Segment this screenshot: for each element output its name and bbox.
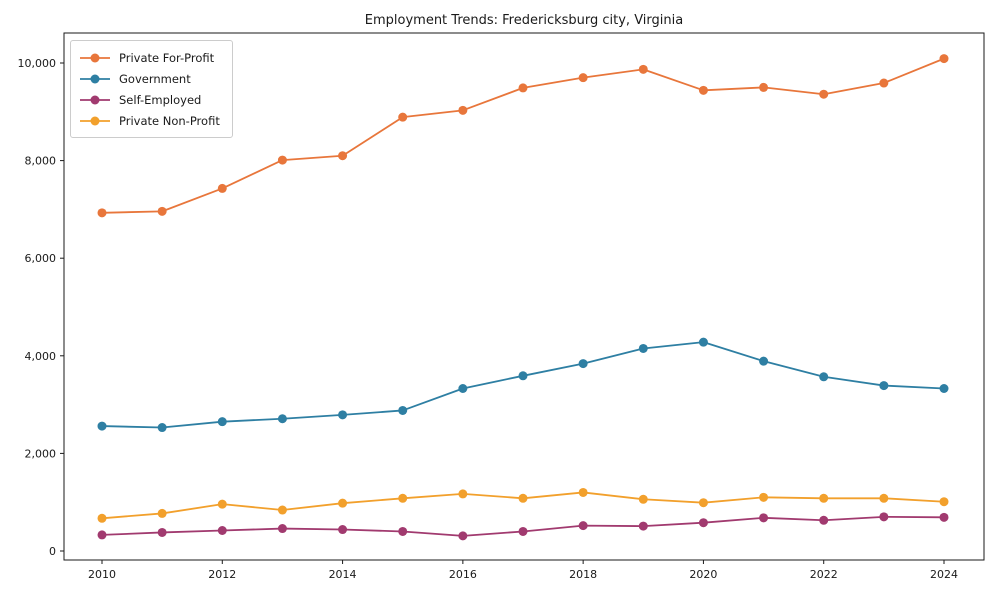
data-point-private-non-profit-2013 — [277, 505, 287, 515]
x-tick-label: 2018 — [569, 568, 597, 581]
data-point-government-2018 — [578, 359, 588, 369]
data-point-private-for-profit-2013 — [277, 155, 287, 165]
legend-label: Self-Employed — [119, 92, 202, 107]
legend-label: Private For-Profit — [119, 50, 215, 65]
legend-item-private-non-profit: Private Non-Profit — [79, 110, 220, 131]
data-point-government-2017 — [518, 371, 528, 381]
data-point-private-non-profit-2022 — [819, 493, 829, 503]
data-point-self-employed-2020 — [698, 518, 708, 528]
data-point-government-2015 — [398, 405, 408, 415]
data-point-self-employed-2017 — [518, 526, 528, 536]
data-point-private-non-profit-2021 — [759, 492, 769, 502]
data-point-government-2014 — [338, 410, 348, 420]
x-tick-label: 2020 — [689, 568, 717, 581]
y-tick-label: 8,000 — [25, 155, 57, 168]
data-point-government-2022 — [819, 372, 829, 382]
y-tick-label: 2,000 — [25, 447, 57, 460]
data-point-government-2016 — [458, 383, 468, 393]
x-tick-label: 2022 — [810, 568, 838, 581]
legend-item-government: Government — [79, 68, 220, 89]
data-point-private-non-profit-2010 — [97, 513, 107, 523]
data-point-self-employed-2014 — [338, 525, 348, 535]
data-point-private-for-profit-2020 — [698, 85, 708, 95]
data-point-private-non-profit-2014 — [338, 498, 348, 508]
legend-label: Private Non-Profit — [119, 113, 220, 128]
data-point-private-for-profit-2017 — [518, 83, 528, 93]
data-point-private-non-profit-2024 — [939, 497, 949, 507]
data-point-private-for-profit-2019 — [638, 64, 648, 74]
data-point-self-employed-2011 — [157, 527, 167, 537]
data-point-government-2013 — [277, 414, 287, 424]
chart-title: Employment Trends: Fredericksburg city, … — [364, 13, 684, 28]
data-point-government-2021 — [759, 356, 769, 366]
y-tick-label: 10,000 — [18, 57, 57, 70]
data-point-private-for-profit-2018 — [578, 73, 588, 83]
data-point-government-2023 — [879, 381, 889, 391]
data-point-self-employed-2013 — [277, 524, 287, 534]
legend: Private For-Profit Government Self-Employe… — [70, 40, 233, 138]
data-point-private-for-profit-2024 — [939, 54, 949, 64]
data-point-private-for-profit-2011 — [157, 206, 167, 216]
data-point-government-2011 — [157, 423, 167, 433]
data-point-government-2019 — [638, 343, 648, 353]
plot-border — [63, 32, 985, 561]
data-point-private-for-profit-2016 — [458, 105, 468, 115]
data-point-private-non-profit-2019 — [638, 494, 648, 504]
y-tick-label: 0 — [49, 545, 56, 558]
legend-item-self-employed: Self-Employed — [79, 89, 220, 110]
series-line-government — [101, 341, 945, 429]
data-point-self-employed-2019 — [638, 521, 648, 531]
legend-line-marker-icon — [80, 116, 110, 125]
data-point-private-non-profit-2017 — [518, 493, 528, 503]
x-tick-label: 2012 — [208, 568, 236, 581]
data-point-private-non-profit-2020 — [698, 498, 708, 508]
data-point-private-non-profit-2012 — [217, 499, 227, 509]
data-point-government-2020 — [698, 337, 708, 347]
data-point-self-employed-2012 — [217, 526, 227, 536]
data-point-private-non-profit-2015 — [398, 493, 408, 503]
data-point-self-employed-2021 — [759, 513, 769, 523]
x-tick-label: 2010 — [88, 568, 116, 581]
legend-line-marker-icon — [80, 74, 110, 83]
data-point-private-for-profit-2022 — [819, 89, 829, 99]
data-point-government-2010 — [97, 421, 107, 431]
data-point-government-2012 — [217, 417, 227, 427]
data-point-private-for-profit-2014 — [338, 151, 348, 161]
y-tick-label: 6,000 — [25, 252, 57, 265]
data-point-private-for-profit-2015 — [398, 112, 408, 122]
legend-line-marker-icon — [80, 95, 110, 104]
legend-label: Government — [119, 71, 191, 86]
data-point-self-employed-2022 — [819, 515, 829, 525]
data-point-private-for-profit-2023 — [879, 78, 889, 88]
data-point-private-for-profit-2021 — [759, 82, 769, 92]
data-point-private-for-profit-2010 — [97, 208, 107, 218]
data-point-self-employed-2010 — [97, 530, 107, 540]
data-point-self-employed-2018 — [578, 521, 588, 531]
data-point-private-non-profit-2011 — [157, 508, 167, 518]
data-point-private-for-profit-2012 — [217, 183, 227, 193]
data-point-self-employed-2023 — [879, 512, 889, 522]
y-tick-label: 4,000 — [25, 350, 57, 363]
data-point-self-employed-2024 — [939, 512, 949, 522]
data-point-self-employed-2015 — [398, 526, 408, 536]
x-tick-label: 2024 — [930, 568, 958, 581]
legend-line-marker-icon — [80, 53, 110, 62]
data-point-private-non-profit-2016 — [458, 489, 468, 499]
x-tick-label: 2014 — [329, 568, 357, 581]
data-point-private-non-profit-2018 — [578, 487, 588, 497]
x-tick-label: 2016 — [449, 568, 477, 581]
data-point-self-employed-2016 — [458, 531, 468, 541]
legend-item-private-for-profit: Private For-Profit — [79, 47, 220, 68]
data-point-private-non-profit-2023 — [879, 493, 889, 503]
data-point-government-2024 — [939, 383, 949, 393]
